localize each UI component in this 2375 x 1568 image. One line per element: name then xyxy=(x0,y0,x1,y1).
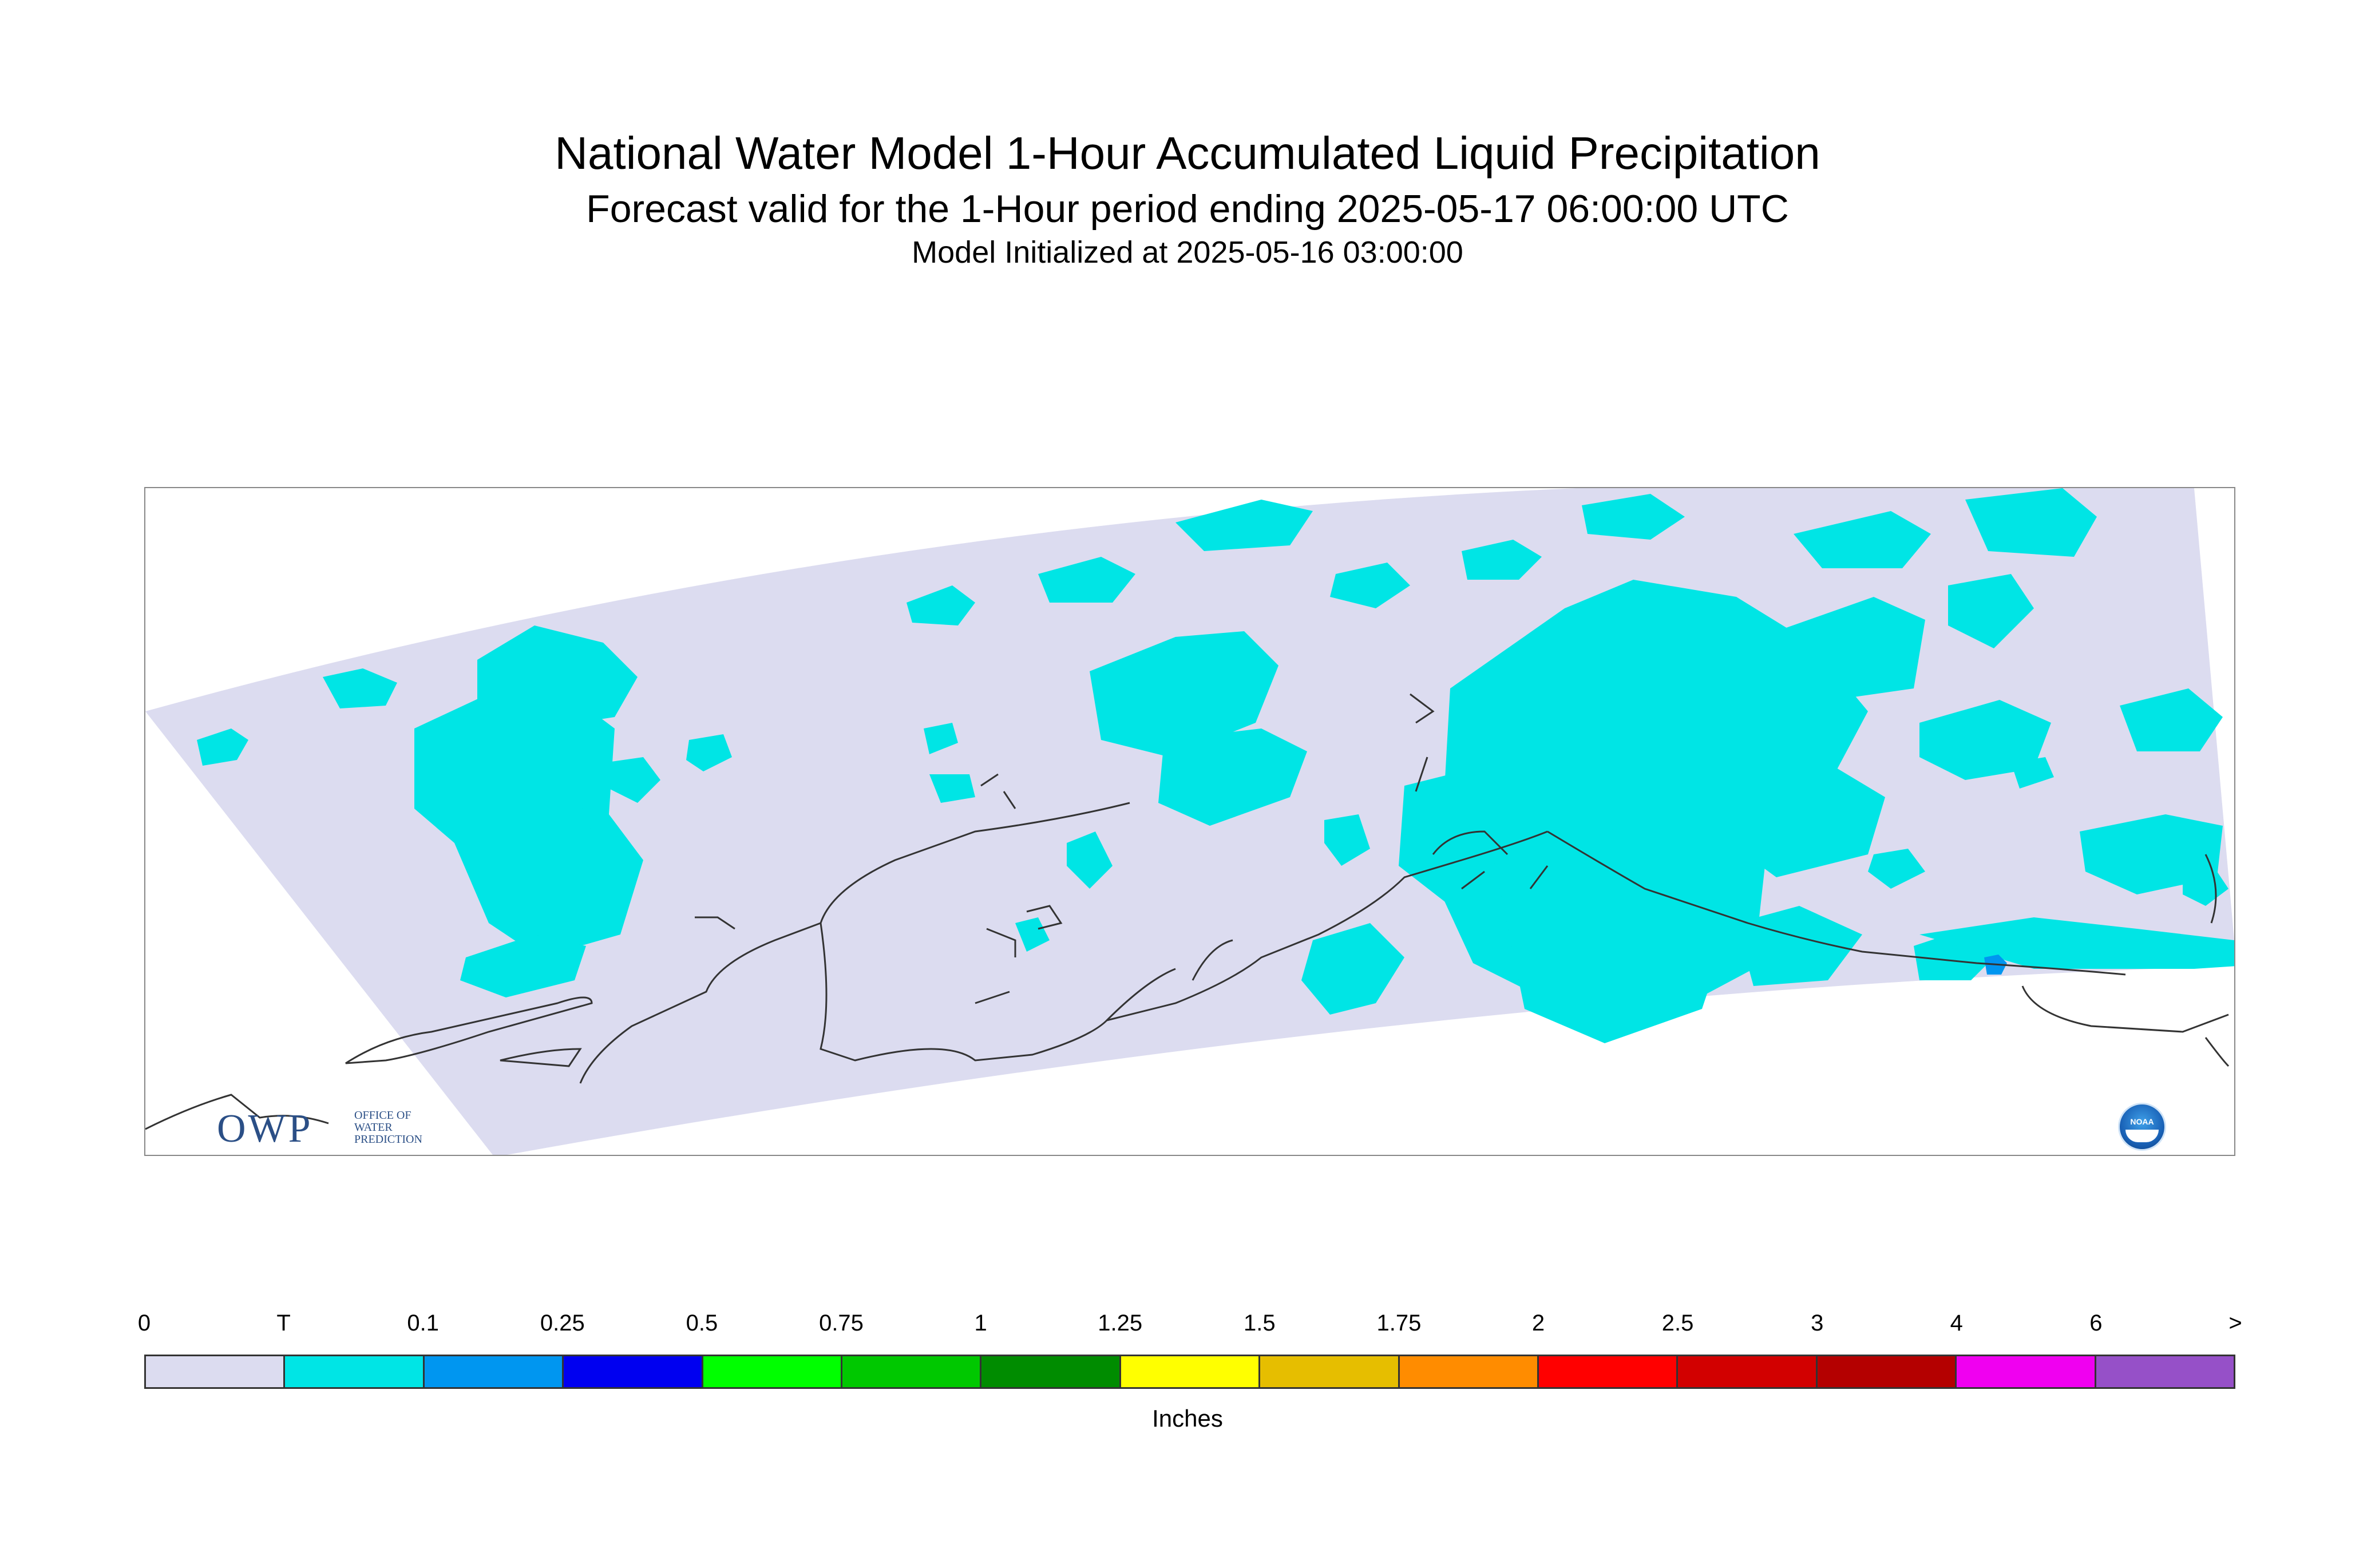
legend-tick-label: > xyxy=(2228,1310,2242,1336)
legend-swatch-0 xyxy=(146,1356,286,1387)
precipitation-map: OWP OFFICE OF WATER PREDICTION NOAA xyxy=(144,487,2235,1156)
legend-tick-label: 1 xyxy=(974,1310,987,1336)
legend-swatch-6 xyxy=(981,1356,1121,1387)
legend-tick-label: 0 xyxy=(137,1310,151,1336)
owp-logo-text: OWP xyxy=(217,1107,313,1151)
legend-tick-label: 6 xyxy=(2089,1310,2103,1336)
legend-tick-label: 4 xyxy=(1950,1310,1963,1336)
legend-tick-label: 2.5 xyxy=(1661,1310,1694,1336)
legend-swatch-4 xyxy=(703,1356,843,1387)
map-canvas xyxy=(145,488,2234,1155)
legend-tick-label: 0.25 xyxy=(540,1310,585,1336)
chart-title: National Water Model 1-Hour Accumulated … xyxy=(555,128,1820,179)
noaa-logo: NOAA xyxy=(2118,1103,2166,1151)
legend-swatch-9 xyxy=(1399,1356,1539,1387)
legend-swatch-13 xyxy=(1957,1356,2096,1387)
legend-swatch-3 xyxy=(564,1356,703,1387)
legend-tick-label: 1.25 xyxy=(1098,1310,1143,1336)
legend-swatch-11 xyxy=(1678,1356,1818,1387)
legend-swatch-2 xyxy=(424,1356,564,1387)
legend-swatch-12 xyxy=(1817,1356,1957,1387)
legend-tick-label: 0.75 xyxy=(819,1310,864,1336)
legend-tick-label: 1.5 xyxy=(1243,1310,1276,1336)
legend-tick-label: 1.75 xyxy=(1376,1310,1422,1336)
legend-tick-label: 0.1 xyxy=(407,1310,439,1336)
legend-color-bar xyxy=(144,1355,2235,1389)
legend-swatch-5 xyxy=(842,1356,982,1387)
legend-swatch-1 xyxy=(285,1356,425,1387)
legend-tick-label: 2 xyxy=(1531,1310,1545,1336)
legend-swatch-14 xyxy=(2096,1356,2234,1387)
noaa-logo-text: NOAA xyxy=(2130,1117,2154,1126)
legend-units-label: Inches xyxy=(1152,1405,1223,1432)
coastlines xyxy=(145,693,2230,1130)
legend-tick-label: 3 xyxy=(1811,1310,1824,1336)
model-init-subtitle: Model Initialized at 2025-05-16 03:00:00 xyxy=(912,235,1463,270)
legend-swatch-7 xyxy=(1121,1356,1261,1387)
precip-areas xyxy=(197,488,2234,1043)
owp-logo: OWP OFFICE OF WATER PREDICTION xyxy=(217,1106,434,1152)
noaa-wave-icon xyxy=(2125,1130,2159,1142)
legend-swatch-10 xyxy=(1539,1356,1679,1387)
legend-tick-labels: 0 T 0.1 0.25 0.5 0.75 1 1.25 1.5 1.75 2 2.5 3 4 6 > xyxy=(138,1310,2242,1345)
forecast-valid-subtitle: Forecast valid for the 1-Hour period end… xyxy=(586,187,1789,231)
owp-logo-subtext: OFFICE OF WATER PREDICTION xyxy=(354,1109,422,1146)
legend-tick-label: T xyxy=(276,1310,291,1336)
legend-tick-label: 0.5 xyxy=(686,1310,718,1336)
legend-swatch-8 xyxy=(1260,1356,1400,1387)
